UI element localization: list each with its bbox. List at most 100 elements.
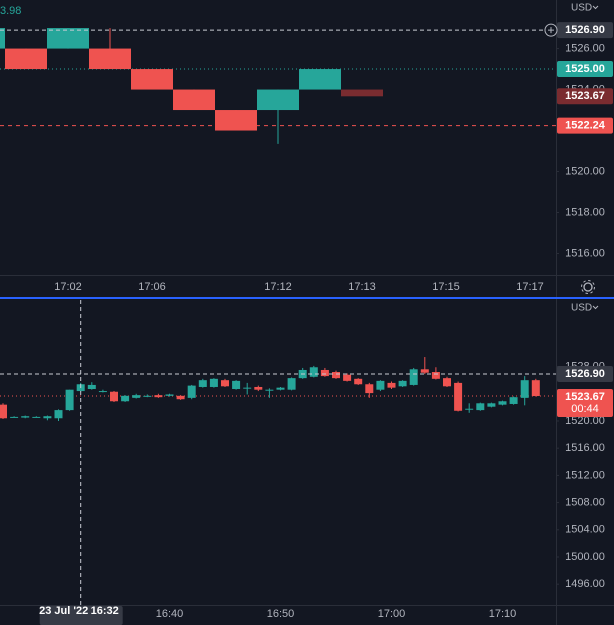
price-label: 1525.00: [565, 63, 605, 75]
price-label-box: [557, 117, 613, 134]
settings-button[interactable]: [581, 280, 595, 294]
candle-body: [299, 69, 341, 90]
x-tick-label: 17:13: [348, 281, 376, 293]
candle-body: [409, 369, 418, 385]
candle-body: [187, 385, 196, 398]
candle-body: [0, 404, 7, 419]
y-tick-label: 1526.00: [565, 42, 605, 54]
crosshair-price-box: [557, 22, 613, 39]
candle-body: [176, 395, 185, 400]
candle-body: [121, 395, 130, 402]
plot-area: [0, 300, 556, 605]
currency-chevron[interactable]: [592, 305, 599, 310]
candle-body: [87, 384, 96, 390]
candle-body: [89, 48, 131, 70]
crosshair-price-label: 1526.90: [565, 368, 605, 380]
candle-body: [343, 374, 352, 381]
y-tick-label: 1512.00: [565, 469, 605, 481]
pane: 1496.00 1500.00 1504.00 1508.00 1512.00 1516.…: [0, 300, 613, 625]
candle-body: [209, 378, 218, 387]
price-label: 1523.67: [565, 90, 605, 102]
pane: 1516.001518.001520.001522.001524.001526.…: [0, 3, 613, 293]
y-tick-label: 1516.00: [565, 247, 605, 259]
x-tick-label: 17:17: [516, 281, 544, 293]
countdown-label: 00:44: [571, 403, 599, 415]
candle-body: [165, 394, 174, 396]
candle-body: [221, 380, 229, 387]
x-tick-label: 17:06: [138, 281, 166, 293]
candle-body: [32, 416, 41, 418]
y-tick-label: 1520.00: [565, 415, 605, 427]
candle-body: [47, 28, 89, 49]
candle-body: [257, 89, 299, 111]
candle-body: [65, 389, 74, 411]
candle-body: [387, 382, 396, 388]
candle-body: [10, 416, 19, 418]
candle-body: [431, 372, 440, 379]
y-tick-label: 1518.00: [565, 206, 605, 218]
candle-body: [365, 384, 374, 394]
x-tick-label: 17:02: [54, 281, 82, 293]
currency-chevron[interactable]: [592, 5, 599, 10]
gear-icon[interactable]: [583, 282, 593, 292]
chart-layer: 1516.001518.001520.001522.001524.001526.…: [0, 3, 613, 625]
crosshair-date-label: 23 Jul '22: [39, 605, 88, 617]
candle-body: [0, 28, 5, 49]
candle-body: [320, 369, 329, 377]
price-label: 1522.24: [565, 120, 606, 132]
candle-body: [420, 369, 429, 373]
gear-teeth[interactable]: [581, 280, 595, 294]
y-tick-label: 1504.00: [565, 524, 605, 536]
candle-body: [398, 380, 407, 387]
price-label-box: [557, 88, 613, 105]
crosshair-time-label: 16:32: [91, 605, 119, 617]
candle-body: [173, 89, 215, 111]
candle-body: [498, 401, 507, 405]
candle-body: [341, 89, 383, 97]
candle-body: [531, 380, 540, 397]
candle-body: [354, 378, 363, 385]
price-label: 1523.67: [565, 391, 605, 403]
candle-body: [376, 380, 385, 390]
candle-body: [215, 110, 257, 131]
crosshair-price-box: [557, 366, 613, 383]
candle-body: [110, 391, 118, 402]
currency-label[interactable]: USD: [571, 303, 592, 314]
x-tick-label: 17:12: [264, 281, 292, 293]
x-tick-label: 17:00: [378, 608, 406, 620]
candle-body: [131, 69, 173, 90]
candle-body: [154, 395, 163, 398]
price-label-box: [557, 389, 613, 418]
candle-body: [143, 395, 152, 397]
y-tick-label: 1520.00: [565, 165, 605, 177]
x-tick-label: 17:10: [489, 608, 517, 620]
candle-body: [21, 416, 30, 418]
add-alert-icon[interactable]: [548, 27, 554, 34]
y-tick-label: 1516.00: [565, 442, 605, 454]
y-tick-label: 1496.00: [565, 578, 605, 590]
candle-body: [276, 387, 285, 390]
candle-body: [520, 380, 529, 398]
crosshair-price-label: 1526.90: [565, 24, 605, 36]
candle-body: [476, 403, 485, 411]
legend-value: 3.98: [0, 5, 21, 17]
y-tick-label: 1500.00: [565, 551, 605, 563]
candle-body: [443, 378, 451, 387]
currency-label[interactable]: USD: [571, 3, 592, 14]
candle-body: [265, 389, 274, 391]
candle-body: [487, 403, 496, 407]
plot-area: [0, 28, 556, 144]
y-tick-label: 1508.00: [565, 496, 605, 508]
x-tick-label: 16:50: [267, 608, 295, 620]
candle-body: [54, 410, 63, 419]
price-label-box: [557, 61, 613, 78]
candle-body: [454, 382, 463, 411]
candle-body: [287, 378, 296, 390]
candle-body: [232, 380, 241, 390]
candle-body: [243, 387, 252, 389]
candle-body: [198, 380, 207, 387]
candle-body: [43, 416, 52, 419]
crosshair-time-box: [39, 606, 123, 625]
